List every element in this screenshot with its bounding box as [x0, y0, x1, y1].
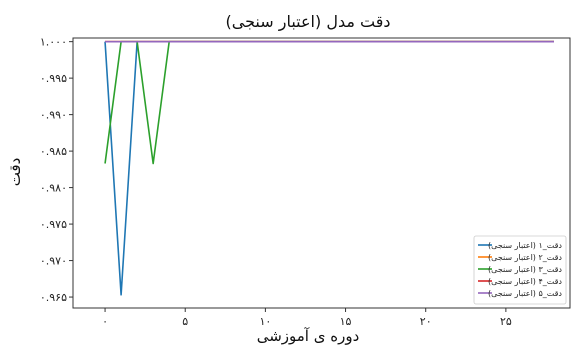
x-tick-label: ۲۵ [500, 315, 512, 328]
y-tick-label: ۰.۹۸۵ [40, 145, 67, 158]
series-lines [104, 40, 554, 296]
x-tick-label: ۰ [102, 315, 108, 328]
y-axis-label: دقت [6, 158, 24, 187]
y-tick-label: ۱.۰۰۰ [40, 36, 67, 49]
legend-entry-2: دقت_۲ (اعتبار سنجی) [488, 253, 562, 262]
x-axis: ۰ ۵ ۱۰ ۱۵ ۲۰ ۲۵ [102, 308, 512, 328]
legend-box [473, 235, 567, 305]
legend-entry-1: دقت_۱ (اعتبار سنجی) [488, 241, 562, 250]
y-tick-label: ۰.۹۷۵ [40, 218, 67, 231]
legend-entry-3: دقت_۳ (اعتبار سنجی) [488, 265, 562, 274]
y-tick-label: ۰.۹۶۵ [40, 291, 67, 304]
y-tick-label: ۰.۹۷۰ [40, 255, 67, 268]
y-axis: ۰.۹۶۵ ۰.۹۷۰ ۰.۹۷۵ ۰.۹۸۰ ۰.۹۸۵ ۰.۹۹۰ ۰.۹۹۵ ۱.۰۰۰ [40, 36, 73, 304]
x-tick-label: ۱۵ [340, 315, 352, 328]
x-tick-label: ۵ [182, 315, 188, 328]
plot-frame [72, 37, 571, 309]
legend-entry-5: دقت_۵ (اعتبار سنجی) [488, 289, 562, 298]
chart-title: دقت مدل (اعتبار سنجی) [226, 12, 391, 32]
y-tick-label: ۰.۹۹۰ [40, 109, 67, 122]
x-tick-label: ۲۰ [420, 315, 432, 328]
x-tick-label: ۱۰ [259, 315, 271, 328]
series-line-3 [104, 40, 554, 165]
x-axis-label: دوره ی آموزشی [257, 327, 360, 345]
y-tick-label: ۰.۹۸۰ [40, 182, 67, 195]
legend: دقت_۱ (اعتبار سنجی) دقت_۲ (اعتبار سنجی) دق… [473, 235, 567, 305]
legend-entry-4: دقت_۴ (اعتبار سنجی) [488, 277, 562, 286]
y-tick-label: ۰.۹۹۵ [40, 72, 67, 85]
